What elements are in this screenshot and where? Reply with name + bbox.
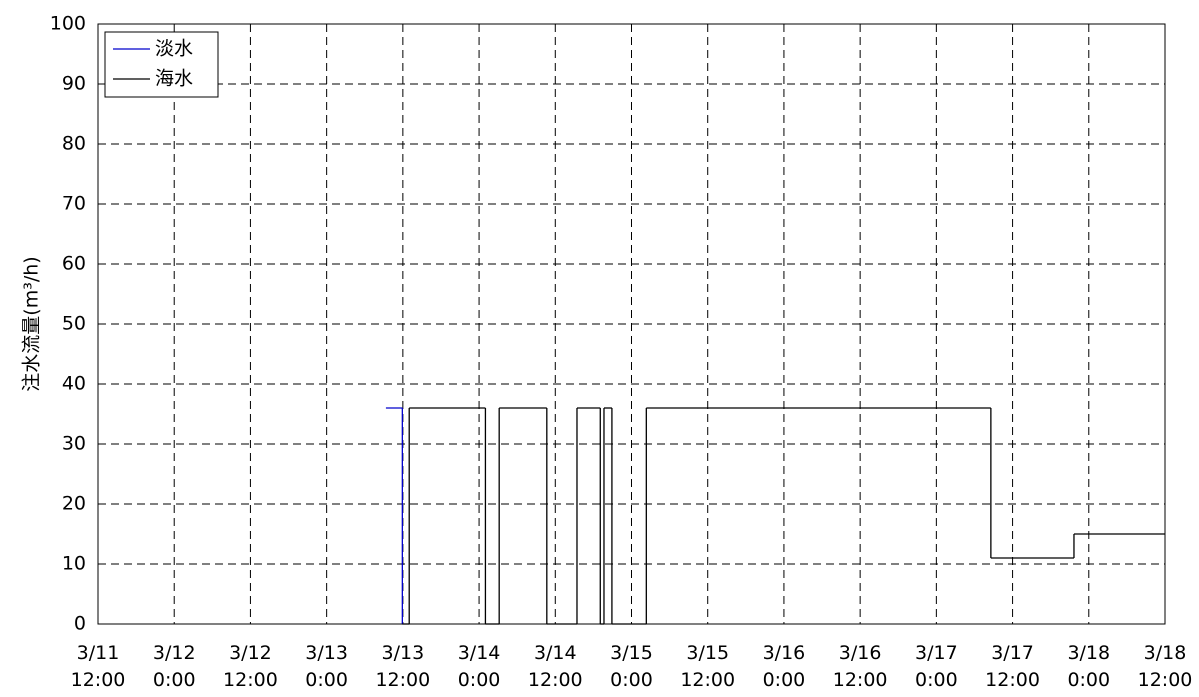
y-tick-label: 40 [62,373,86,395]
x-tick-label: 3/16 12:00 [832,642,888,691]
y-tick-label: 0 [74,613,86,635]
y-tick-label: 20 [62,493,86,515]
x-tick-label: 3/17 12:00 [985,642,1040,691]
x-tick-label: 3/15 12:00 [680,642,736,691]
x-tick-label: 3/15 0:00 [610,642,653,691]
x-tick-label: 3/13 0:00 [305,642,348,691]
legend-box [104,31,219,98]
x-tick-label: 3/18 12:00 [1137,642,1193,691]
x-tick-label: 3/14 12:00 [527,642,583,691]
x-tick-label: 3/14 0:00 [457,642,501,691]
x-tick-label: 3/11 12:00 [70,642,126,691]
legend-label: 淡水 [155,38,193,60]
y-tick-label: 90 [62,73,86,95]
x-tick-label: 3/17 0:00 [915,642,958,691]
legend-label: 海水 [155,68,193,90]
x-tick-label: 3/12 12:00 [223,642,278,691]
y-tick-label: 80 [62,133,86,155]
y-tick-label: 30 [62,433,86,455]
y-tick-label: 10 [62,553,86,575]
x-tick-label: 3/12 0:00 [152,642,196,691]
y-tick-label: 50 [62,313,86,335]
x-tick-label: 3/18 0:00 [1067,642,1111,691]
y-axis-label: 注水流量(m³/h) [21,256,43,391]
y-tick-label: 100 [50,13,86,35]
y-tick-label: 70 [62,193,86,215]
x-tick-label: 3/13 12:00 [375,642,431,691]
x-tick-label: 3/16 0:00 [762,642,806,691]
y-tick-label: 60 [62,253,86,275]
